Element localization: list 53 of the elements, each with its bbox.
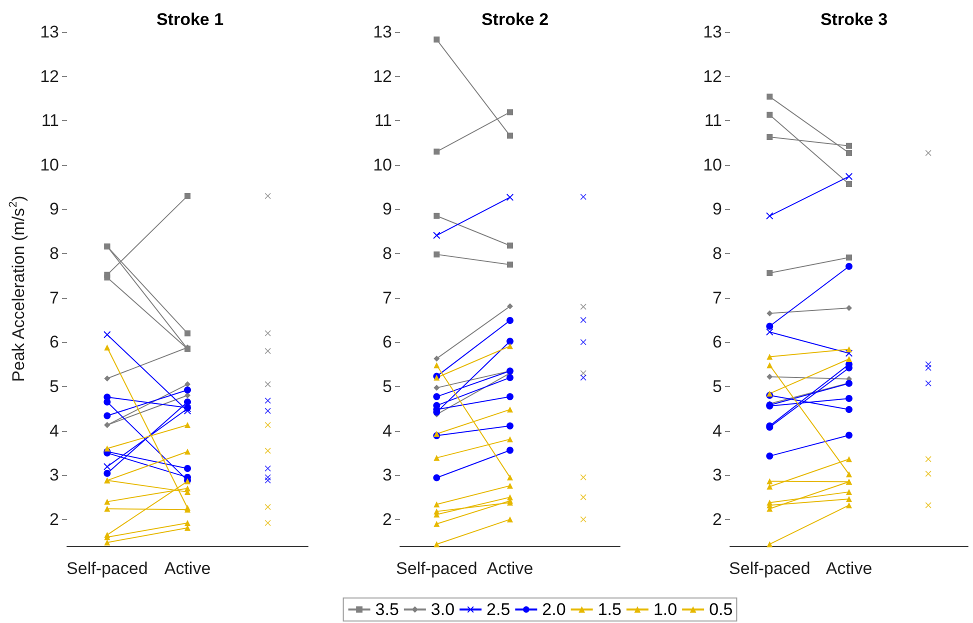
chart-title: Stroke 1 [156,10,224,29]
y-tick-label: 3 [382,466,392,485]
y-tick-label: 5 [712,376,722,396]
x-tick-label: Self-paced [729,559,810,578]
y-tick-label: 11 [704,111,722,130]
y-tick-label: 8 [50,244,59,264]
y-tick-label: 5 [50,376,59,396]
y-tick-label: 4 [50,421,59,440]
y-tick-label: 3 [50,466,59,485]
y-tick-label: 4 [712,421,722,440]
chart-title: Stroke 3 [820,10,888,29]
y-tick-label: 2 [50,510,59,529]
legend-label: 2.5 [486,600,510,619]
y-tick-label: 3 [712,466,722,485]
y-tick-label: 13 [373,22,392,42]
legend-label: 3.5 [375,600,399,619]
legend-label: 0.5 [709,600,733,619]
y-tick-label: 7 [382,288,392,308]
x-tick-label: Active [486,559,534,578]
y-tick-label: 11 [374,111,392,130]
y-tick-label: 4 [382,421,392,440]
y-tick-label: 9 [50,200,59,219]
y-tick-label: 12 [373,66,392,86]
x-tick-label: Self-paced [66,559,148,578]
y-tick-label: 10 [703,155,722,174]
y-tick-label: 13 [40,22,59,42]
y-tick-label: 10 [373,155,392,174]
y-tick-label: 5 [382,376,392,396]
y-tick-label: 2 [712,510,722,529]
legend-label: 1.0 [653,600,678,619]
legend-label: 2.0 [542,600,566,619]
y-tick-label: 7 [50,288,59,308]
y-tick-label: 6 [382,332,392,352]
y-tick-label: 11 [41,111,59,130]
y-tick-label: 9 [382,200,392,219]
y-tick-label: 6 [712,332,722,352]
y-tick-label: 8 [382,244,392,264]
y-tick-label: 12 [703,66,722,86]
y-tick-label: 6 [50,332,59,352]
legend-label: 1.5 [598,600,622,619]
legend-label: 3.0 [430,600,455,619]
x-tick-label: Active [164,559,211,578]
y-tick-label: 2 [382,510,392,529]
x-tick-label: Active [826,559,872,578]
chart-title: Stroke 2 [481,10,549,29]
y-tick-label: 7 [712,288,722,308]
y-axis-title: Peak Acceleration (m/s2) [8,196,28,382]
y-tick-label: 8 [712,244,722,264]
y-tick-label: 13 [703,22,722,42]
x-tick-label: Self-paced [396,559,478,578]
y-tick-label: 10 [40,155,59,174]
y-tick-label: 12 [40,66,59,86]
y-tick-label: 9 [712,200,722,219]
